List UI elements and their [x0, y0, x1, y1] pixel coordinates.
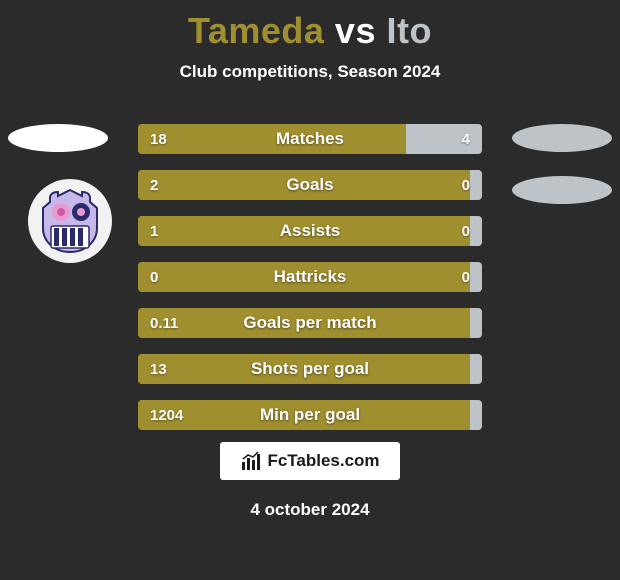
page-title: Tameda vs Ito [0, 0, 620, 52]
title-player2: Ito [386, 10, 431, 51]
stat-left-value: 0.11 [150, 315, 178, 332]
stat-right-value: 0 [462, 223, 470, 240]
stat-left-segment: 13 [138, 354, 475, 384]
comparison-bars: 184Matches20Goals10Assists00Hattricks0.1… [138, 124, 482, 446]
chart-icon [240, 450, 262, 472]
stat-left-segment: 1204 [138, 400, 475, 430]
stat-row: 184Matches [138, 124, 482, 154]
stat-right-segment: 4 [406, 124, 482, 154]
stat-left-value: 1204 [150, 407, 183, 424]
stat-left-value: 13 [150, 361, 167, 378]
stat-row: 1204Min per goal [138, 400, 482, 430]
stat-right-segment [470, 400, 482, 430]
stat-row: 00Hattricks [138, 262, 482, 292]
stat-left-segment: 0 [138, 262, 310, 292]
title-player1: Tameda [188, 10, 324, 51]
footer-date: 4 october 2024 [0, 500, 620, 520]
stat-row: 13Shots per goal [138, 354, 482, 384]
title-vs: vs [335, 10, 376, 51]
stat-left-value: 18 [150, 131, 167, 148]
player1-club-crest [28, 179, 112, 263]
crest-circle [28, 179, 112, 263]
stat-left-segment: 2 [138, 170, 475, 200]
stat-right-value: 4 [462, 131, 470, 148]
brand-badge: FcTables.com [220, 442, 400, 480]
stat-right-value: 0 [462, 177, 470, 194]
stat-right-segment: 0 [470, 262, 482, 292]
stat-right-segment: 0 [470, 170, 482, 200]
stat-right-segment: 0 [470, 216, 482, 246]
stat-left-value: 1 [150, 223, 158, 240]
player1-badge-ellipse [8, 124, 108, 152]
stat-left-segment: 1 [138, 216, 475, 246]
subtitle: Club competitions, Season 2024 [0, 62, 620, 82]
stat-left-segment: 18 [138, 124, 406, 154]
stat-left-value: 2 [150, 177, 158, 194]
player2-badge-ellipse-2 [512, 176, 612, 204]
brand-text: FcTables.com [267, 451, 379, 471]
stat-row: 10Assists [138, 216, 482, 246]
stat-right-value: 0 [462, 269, 470, 286]
stat-row: 20Goals [138, 170, 482, 200]
player2-badge-ellipse-1 [512, 124, 612, 152]
stat-left-value: 0 [150, 269, 158, 286]
stat-right-segment [470, 354, 482, 384]
stat-left-segment: 0.11 [138, 308, 475, 338]
stat-right-segment [470, 308, 482, 338]
crest-icon [37, 188, 103, 254]
stat-row: 0.11Goals per match [138, 308, 482, 338]
